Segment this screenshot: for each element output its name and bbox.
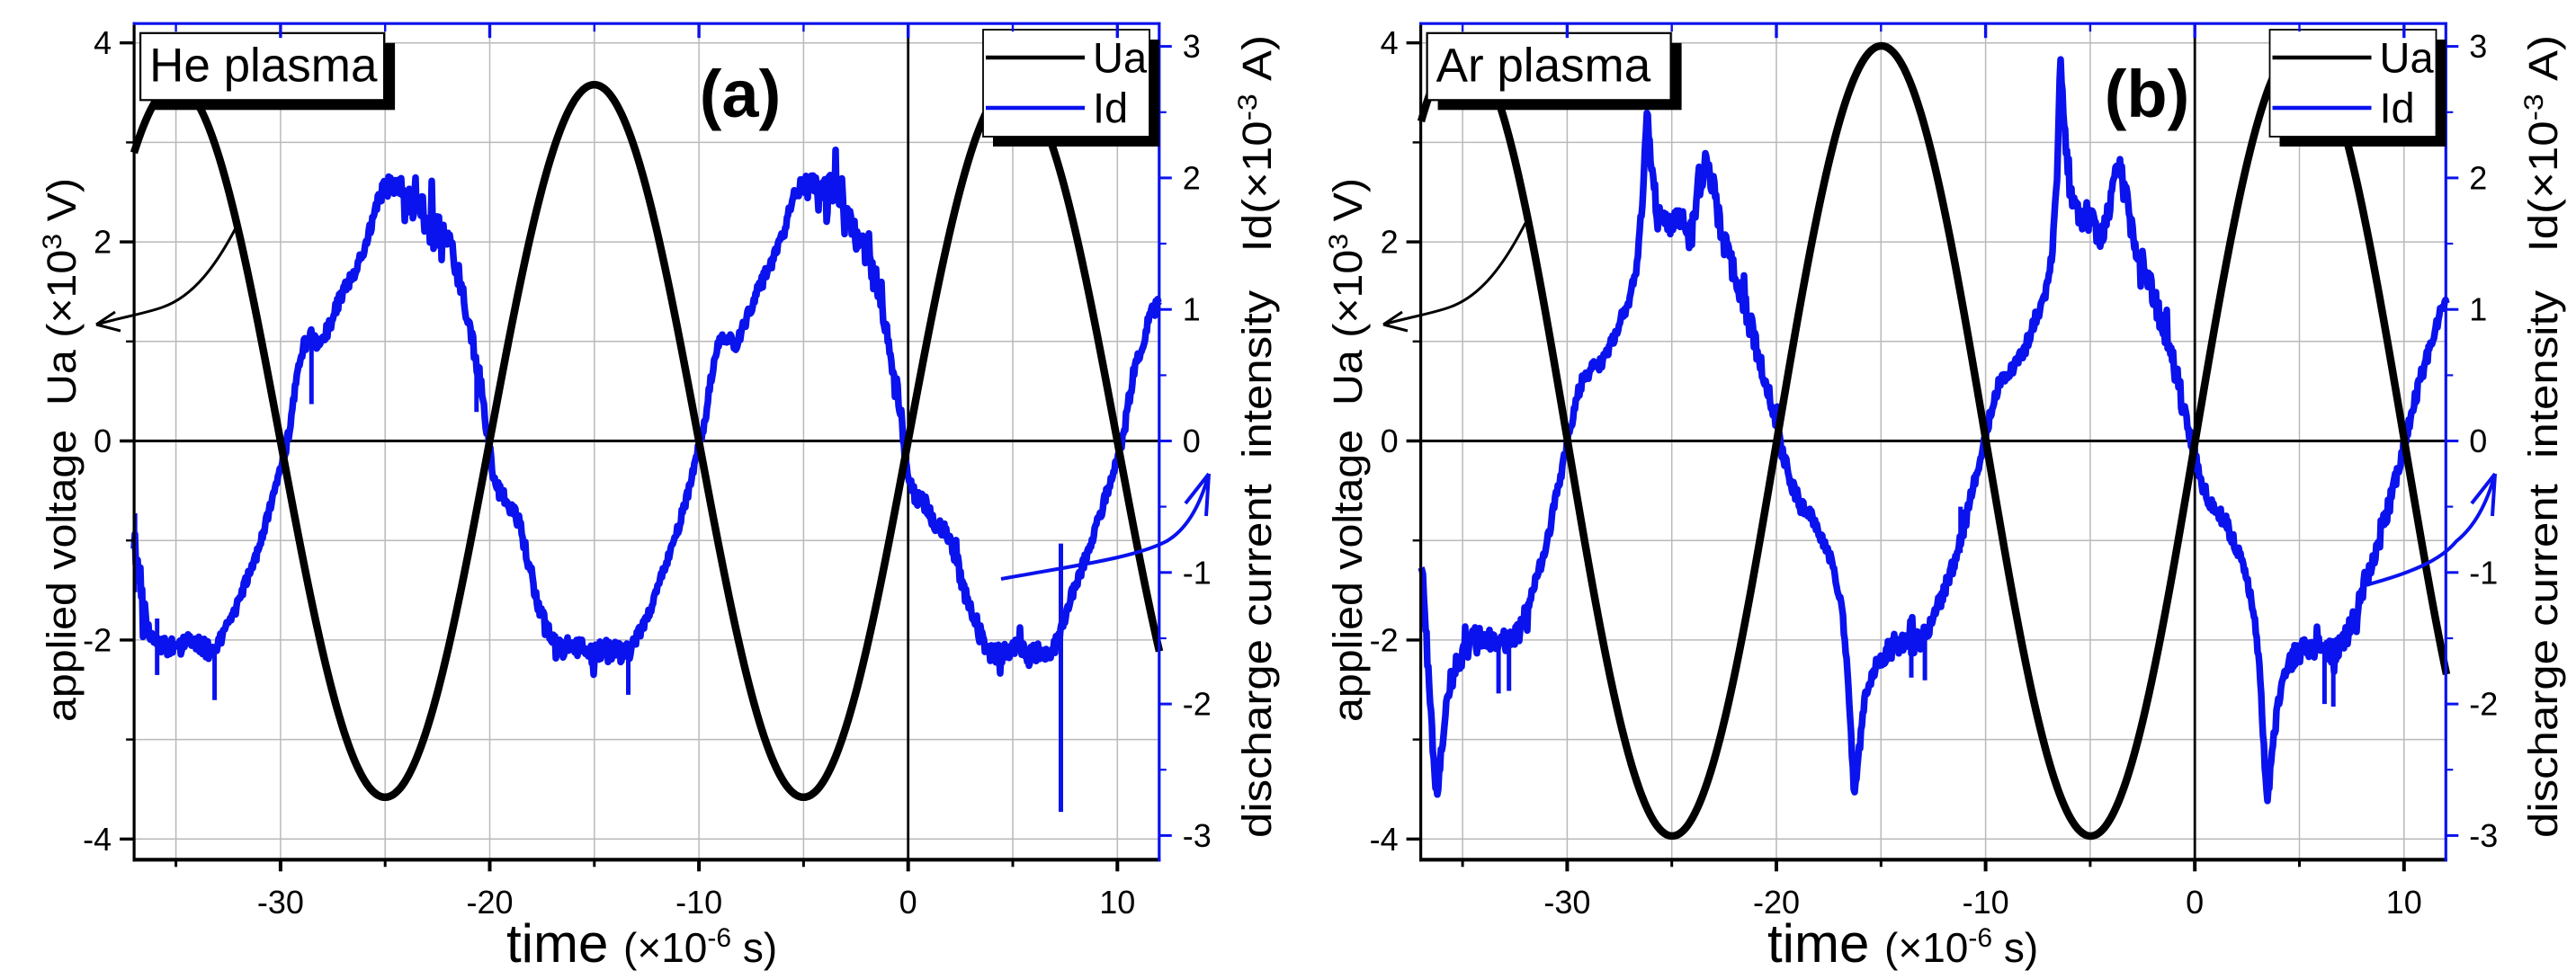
svg-text:Ua: Ua: [2380, 34, 2435, 82]
svg-text:time (×10-6 s): time (×10-6 s): [1767, 913, 2038, 974]
svg-text:applied voltage Ua (×103 V): applied voltage Ua (×103 V): [1324, 178, 1371, 722]
svg-text:10: 10: [1099, 884, 1135, 921]
svg-text:Id: Id: [2380, 85, 2415, 132]
svg-text:discharge current intensity: discharge current intensity Id(×10-3 A): [1233, 35, 1280, 838]
svg-text:-30: -30: [1543, 884, 1590, 921]
svg-text:Id: Id: [1093, 85, 1128, 132]
svg-text:2: 2: [1381, 224, 1399, 261]
svg-text:-20: -20: [1753, 884, 1800, 921]
svg-text:4: 4: [94, 24, 112, 61]
svg-text:1: 1: [2469, 291, 2487, 328]
svg-text:-2: -2: [1183, 686, 1212, 723]
svg-text:-4: -4: [1370, 821, 1399, 858]
svg-text:-2: -2: [83, 621, 112, 658]
svg-text:4: 4: [1381, 24, 1399, 61]
svg-text:(a): (a): [700, 57, 781, 131]
svg-text:-2: -2: [2469, 686, 2498, 723]
svg-text:2: 2: [2469, 159, 2487, 196]
svg-text:applied voltage Ua (×103 V): applied voltage Ua (×103 V): [38, 178, 85, 722]
svg-text:He plasma: He plasma: [149, 39, 378, 92]
svg-text:0: 0: [899, 884, 917, 921]
svg-text:-10: -10: [675, 884, 722, 921]
svg-text:time (×10-6 s): time (×10-6 s): [506, 913, 777, 974]
svg-text:3: 3: [1183, 28, 1201, 65]
svg-text:0: 0: [2186, 884, 2204, 921]
svg-text:discharge current intensity: discharge current intensity Id(×10-3 A): [2519, 35, 2566, 838]
svg-text:Ar plasma: Ar plasma: [1436, 39, 1651, 92]
svg-text:-3: -3: [1183, 817, 1212, 854]
svg-text:2: 2: [94, 224, 112, 261]
svg-text:1: 1: [1183, 291, 1201, 328]
svg-text:-20: -20: [466, 884, 513, 921]
svg-text:-1: -1: [1183, 554, 1212, 591]
svg-text:0: 0: [94, 423, 112, 459]
svg-text:0: 0: [2469, 423, 2487, 459]
svg-text:2: 2: [1183, 159, 1201, 196]
svg-text:(b): (b): [2105, 57, 2190, 131]
svg-text:0: 0: [1381, 423, 1399, 459]
svg-text:10: 10: [2386, 884, 2422, 921]
svg-text:-10: -10: [1963, 884, 2009, 921]
svg-text:-4: -4: [83, 821, 112, 858]
svg-text:Ua: Ua: [1093, 34, 1148, 82]
svg-text:3: 3: [2469, 28, 2487, 65]
svg-text:-2: -2: [1370, 621, 1399, 658]
svg-text:-1: -1: [2469, 554, 2498, 591]
svg-text:0: 0: [1183, 423, 1201, 459]
svg-text:-3: -3: [2469, 817, 2498, 854]
svg-text:-30: -30: [257, 884, 304, 921]
